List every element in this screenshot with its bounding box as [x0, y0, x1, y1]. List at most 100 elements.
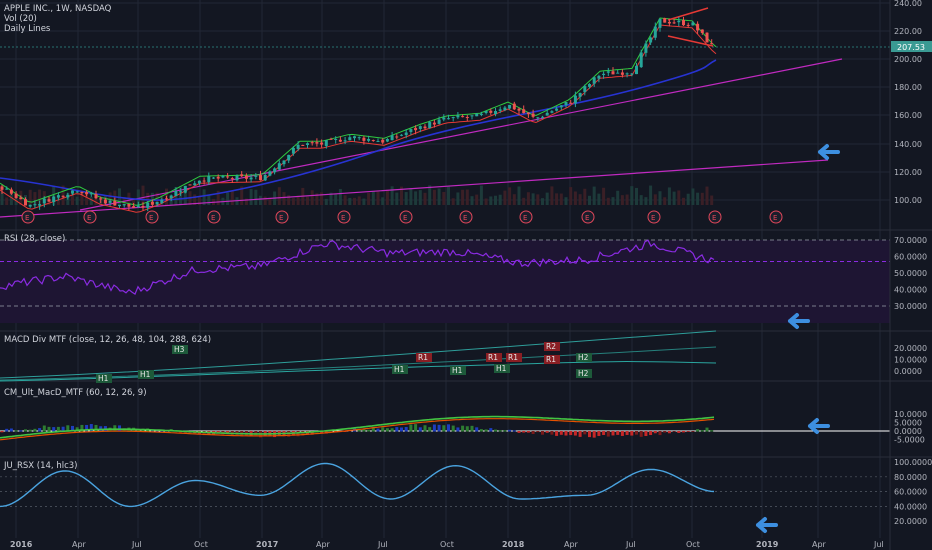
cm-histogram-bar: [630, 431, 634, 436]
candle-body: [254, 175, 258, 177]
candle-body: [489, 110, 493, 113]
volume-bar: [522, 197, 526, 205]
candle-body: [94, 194, 98, 199]
candle-body: [216, 176, 220, 179]
candle-body: [503, 107, 507, 111]
volume-bar: [216, 190, 220, 205]
cm-histogram-bar: [494, 429, 497, 432]
volume-bar: [353, 197, 356, 205]
cm-histogram-bar: [649, 431, 653, 436]
volume-bar: [14, 197, 18, 205]
earnings-marker: [83, 210, 97, 224]
x-tick-label: Jul: [873, 540, 884, 549]
volume-bar: [381, 197, 385, 205]
candle-body: [564, 102, 568, 106]
earnings-label: E: [585, 214, 589, 222]
cm-tick-label: -5.0000: [894, 436, 925, 445]
cm-histogram-bar: [635, 431, 638, 435]
cm-histogram-bar: [423, 425, 427, 432]
cm-histogram-bar: [357, 429, 361, 432]
candle-body: [240, 174, 244, 177]
candle-body: [710, 43, 714, 45]
macd-div-tag-label: H1: [452, 366, 463, 375]
macd-div-tag-label: R2: [546, 342, 556, 351]
volume-bar: [291, 198, 295, 205]
candle-body: [653, 26, 657, 38]
volume-bar: [197, 195, 201, 205]
earnings-marker: [337, 210, 351, 224]
candle-body: [639, 52, 643, 68]
cm-histogram-bar: [56, 426, 60, 432]
volume-bar: [338, 188, 342, 205]
cm-histogram-bar: [409, 424, 413, 432]
cm-histogram-bar: [517, 431, 521, 433]
x-tick-label: Jul: [377, 540, 388, 549]
candle-body: [635, 65, 638, 75]
volume-label: Vol (20): [4, 14, 37, 24]
candle-body: [197, 180, 201, 184]
earnings-marker: [708, 210, 722, 224]
rsx-line: [0, 462, 715, 508]
volume-bar: [75, 196, 79, 205]
earnings-label: E: [341, 214, 345, 222]
x-tick-label: Apr: [564, 540, 579, 549]
x-tick-label: Apr: [316, 540, 331, 549]
volume-bar: [334, 194, 338, 205]
volume-bar: [28, 189, 32, 205]
green-moving-average: [0, 17, 717, 206]
macd-div-tick-label: 20.0000: [894, 344, 927, 353]
candle-body: [273, 168, 277, 173]
earnings-marker: [145, 210, 159, 224]
cm-histogram-bar: [611, 431, 615, 436]
volume-bar: [71, 189, 74, 205]
volume-bar: [573, 191, 577, 205]
volume-bar: [329, 192, 333, 205]
candle-body: [602, 73, 606, 75]
volume-bar: [503, 190, 507, 205]
arrow-cm: [808, 418, 830, 434]
cm-histogram-bar: [663, 431, 667, 433]
volume-bar: [348, 197, 352, 205]
volume-bar: [367, 192, 371, 205]
volume-bar: [254, 189, 258, 205]
macd-div-tick-label: 0.0000: [894, 367, 922, 376]
candle-body: [682, 20, 685, 26]
volume-bar: [226, 192, 230, 205]
candle-body: [390, 135, 394, 141]
cm-histogram-bar: [61, 426, 65, 432]
cm-histogram-bar: [667, 431, 671, 434]
annotation-arrows: [756, 144, 840, 533]
cm-histogram-bar: [85, 424, 89, 432]
volume-bar: [461, 189, 465, 205]
cm-histogram-bar: [606, 431, 610, 437]
volume-bar: [475, 194, 479, 205]
candle-body: [414, 127, 418, 131]
candle-body: [146, 202, 150, 208]
volume-bar: [362, 198, 366, 205]
cm-macd-line: [0, 415, 715, 439]
cm-histogram-bar: [113, 425, 117, 432]
volume-bar: [649, 185, 653, 205]
arrow-rsx-shape: [756, 517, 778, 533]
volume-bar: [249, 189, 253, 205]
volume-bar: [395, 192, 399, 205]
price-tick-label: 140.00: [894, 140, 922, 149]
cm-histogram-bar: [136, 429, 140, 432]
candle-body: [80, 191, 84, 193]
cm-histogram-bar: [569, 431, 573, 436]
volume-bar: [597, 193, 601, 205]
candle-body: [362, 137, 366, 141]
volume-bar: [630, 186, 634, 205]
candle-body: [663, 18, 667, 23]
cm-histogram-bar: [428, 427, 432, 432]
cm-histogram-bar: [475, 427, 479, 432]
volume-bar: [320, 192, 324, 205]
candle-body: [33, 204, 37, 206]
earnings-marker: [275, 210, 289, 224]
price-tick-label: 200.00: [894, 55, 922, 64]
x-tick-label: Apr: [72, 540, 87, 549]
candle-body: [306, 143, 309, 145]
volume-bar: [705, 186, 709, 205]
